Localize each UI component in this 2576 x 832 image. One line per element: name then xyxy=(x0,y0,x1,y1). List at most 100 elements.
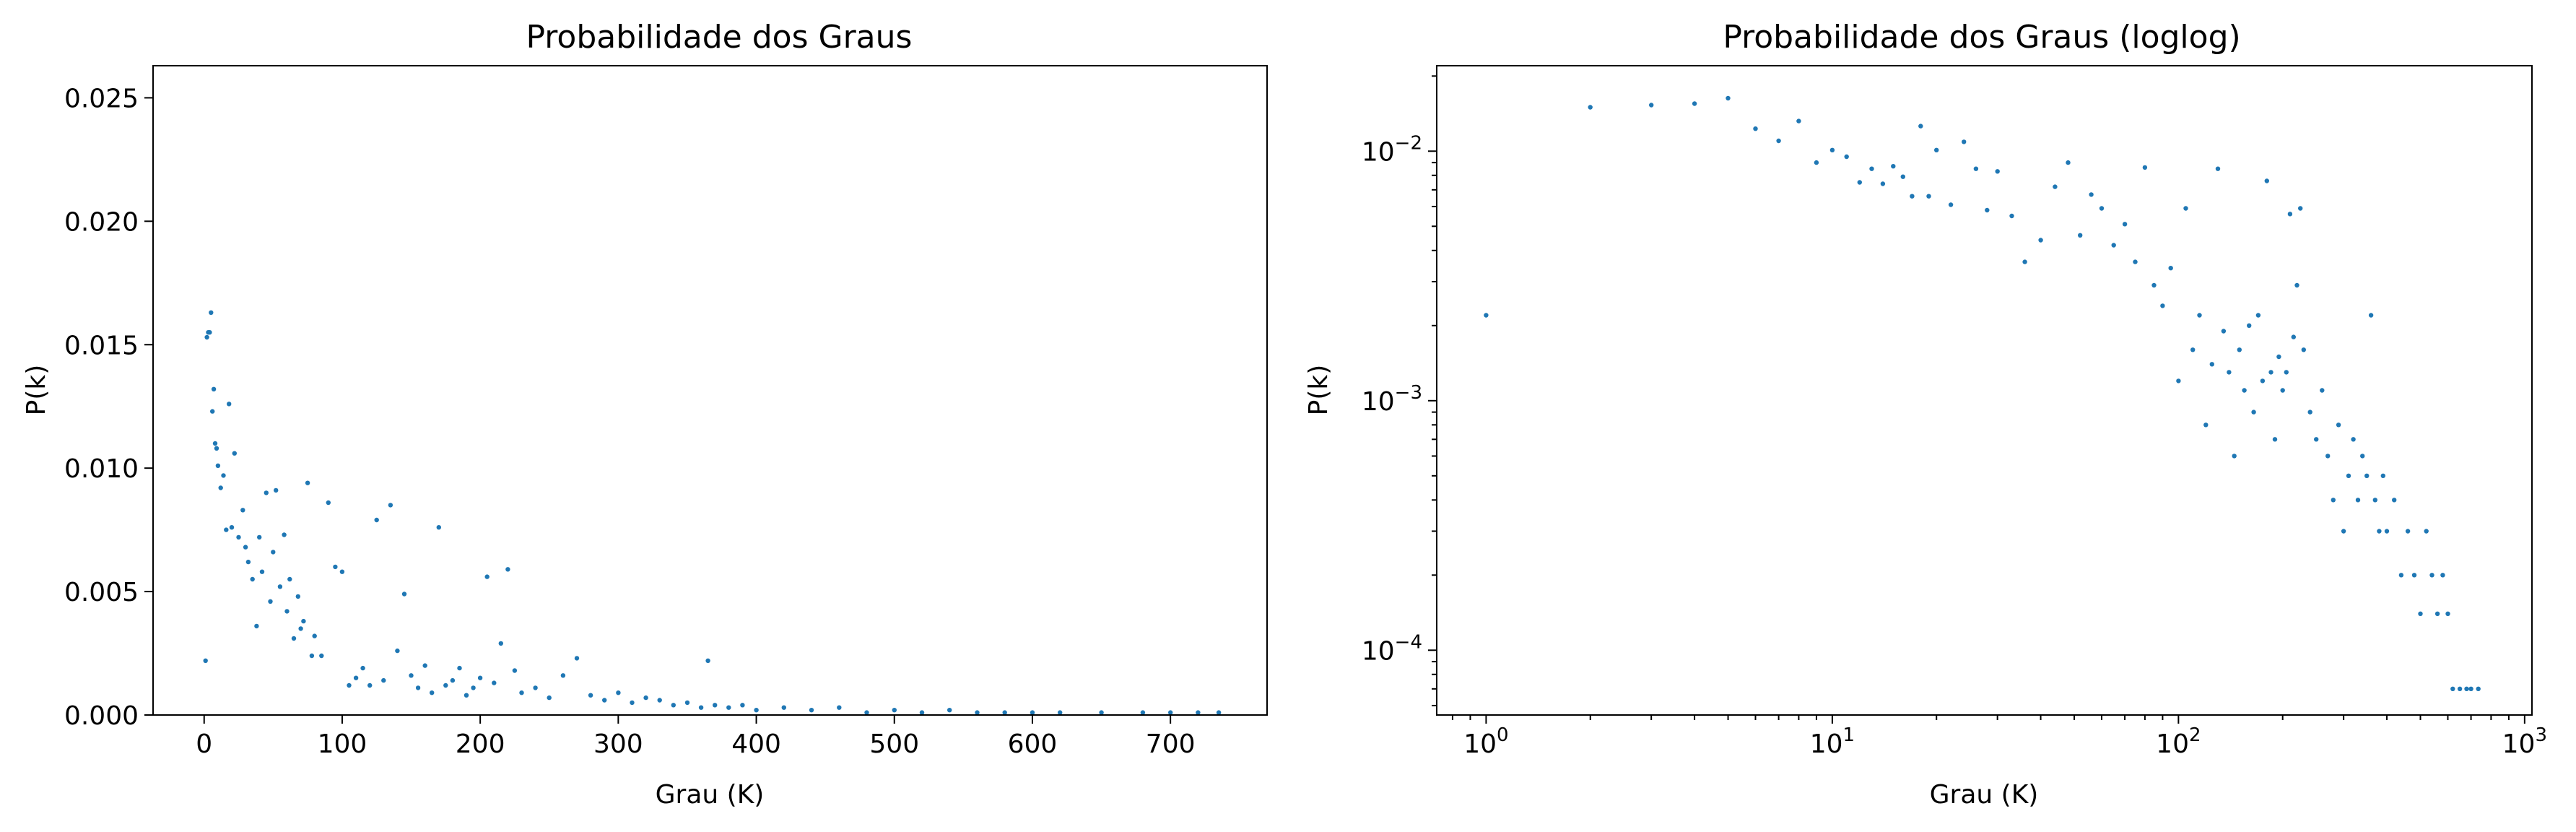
data-point xyxy=(430,690,435,696)
data-point xyxy=(2176,378,2181,384)
data-point xyxy=(533,685,538,690)
data-point xyxy=(2429,573,2434,578)
data-point xyxy=(2325,454,2331,459)
y-axis-label: P(k) xyxy=(22,365,51,416)
data-point xyxy=(1880,181,1886,186)
data-point xyxy=(2232,454,2237,459)
data-point xyxy=(2133,259,2138,264)
data-point xyxy=(1857,180,1862,185)
y-tick-label: 0.015 xyxy=(64,331,139,360)
data-point xyxy=(2160,303,2165,308)
data-point xyxy=(781,705,787,710)
data-point xyxy=(588,693,593,698)
x-axis-label: Grau (K) xyxy=(1930,780,2039,810)
x-tick-label: 400 xyxy=(731,729,781,759)
data-point xyxy=(2251,410,2256,415)
data-point xyxy=(2355,498,2361,503)
data-point xyxy=(2384,529,2390,534)
data-point xyxy=(232,451,237,456)
data-point xyxy=(2197,313,2202,318)
data-point xyxy=(519,690,524,696)
data-point xyxy=(1973,166,1979,171)
data-point xyxy=(2053,184,2058,189)
data-point xyxy=(2464,686,2469,691)
data-point xyxy=(2440,573,2445,578)
x-tick-label: 103 xyxy=(2502,724,2547,759)
data-point xyxy=(221,473,226,478)
data-point xyxy=(215,463,221,468)
data-point xyxy=(1030,710,1035,715)
data-point xyxy=(1168,710,1173,715)
data-point xyxy=(837,705,842,710)
data-point xyxy=(287,576,292,582)
data-point xyxy=(381,677,386,683)
data-point xyxy=(374,517,379,523)
data-point xyxy=(457,665,462,671)
data-point xyxy=(301,618,306,624)
data-point xyxy=(602,698,607,703)
data-point xyxy=(2209,362,2214,367)
data-point xyxy=(245,559,251,565)
data-point xyxy=(254,623,259,629)
data-point xyxy=(333,564,338,570)
y-tick-label: 0.000 xyxy=(64,701,139,731)
data-point xyxy=(1985,207,1990,213)
data-point xyxy=(240,508,245,513)
x-tick-label: 102 xyxy=(2156,724,2201,759)
data-point xyxy=(415,685,421,690)
x-tick-label: 600 xyxy=(1008,729,1058,759)
x-tick-label: 101 xyxy=(1810,724,1855,759)
data-point xyxy=(574,656,580,661)
data-point xyxy=(2405,529,2411,534)
data-point xyxy=(512,668,518,673)
data-point xyxy=(2336,422,2341,428)
data-point xyxy=(250,576,255,582)
data-point xyxy=(395,648,400,654)
data-point xyxy=(740,703,745,708)
data-point xyxy=(2445,611,2450,616)
data-point xyxy=(1058,710,1063,715)
data-point xyxy=(295,594,300,599)
x-tick-label: 0 xyxy=(196,729,212,759)
data-point xyxy=(210,409,215,414)
data-point xyxy=(2294,282,2299,288)
data-point xyxy=(2038,238,2043,243)
plot-frame xyxy=(1436,65,2533,716)
data-point xyxy=(1814,160,1819,165)
data-point xyxy=(2276,354,2281,360)
data-point xyxy=(892,708,897,713)
data-point xyxy=(2457,686,2463,691)
data-point xyxy=(360,665,365,671)
data-point xyxy=(1776,138,1781,144)
data-point xyxy=(264,490,269,495)
data-point xyxy=(2280,388,2285,393)
data-point xyxy=(353,675,359,680)
data-point xyxy=(284,609,290,614)
data-point xyxy=(388,503,393,508)
data-point xyxy=(657,698,662,703)
data-point xyxy=(207,330,212,335)
data-point xyxy=(2301,347,2306,352)
data-point xyxy=(2284,370,2289,375)
data-point xyxy=(1948,202,1954,207)
data-point xyxy=(1918,124,1923,129)
data-point xyxy=(2424,529,2429,534)
data-point xyxy=(2341,529,2346,534)
data-point xyxy=(326,500,331,506)
data-point xyxy=(291,636,297,641)
data-point xyxy=(2264,178,2269,183)
data-point xyxy=(726,705,731,710)
data-point xyxy=(224,527,229,532)
data-point xyxy=(505,567,510,572)
data-point xyxy=(2346,473,2351,478)
data-point xyxy=(2331,498,2336,503)
data-point xyxy=(2203,422,2209,428)
data-point xyxy=(305,480,310,485)
data-point xyxy=(298,626,303,631)
data-point xyxy=(1588,105,1593,110)
data-point xyxy=(2372,498,2377,503)
data-point xyxy=(671,703,676,708)
data-point xyxy=(2476,686,2481,691)
data-point xyxy=(2078,233,2083,238)
y-tick-label: 0.025 xyxy=(64,84,139,113)
